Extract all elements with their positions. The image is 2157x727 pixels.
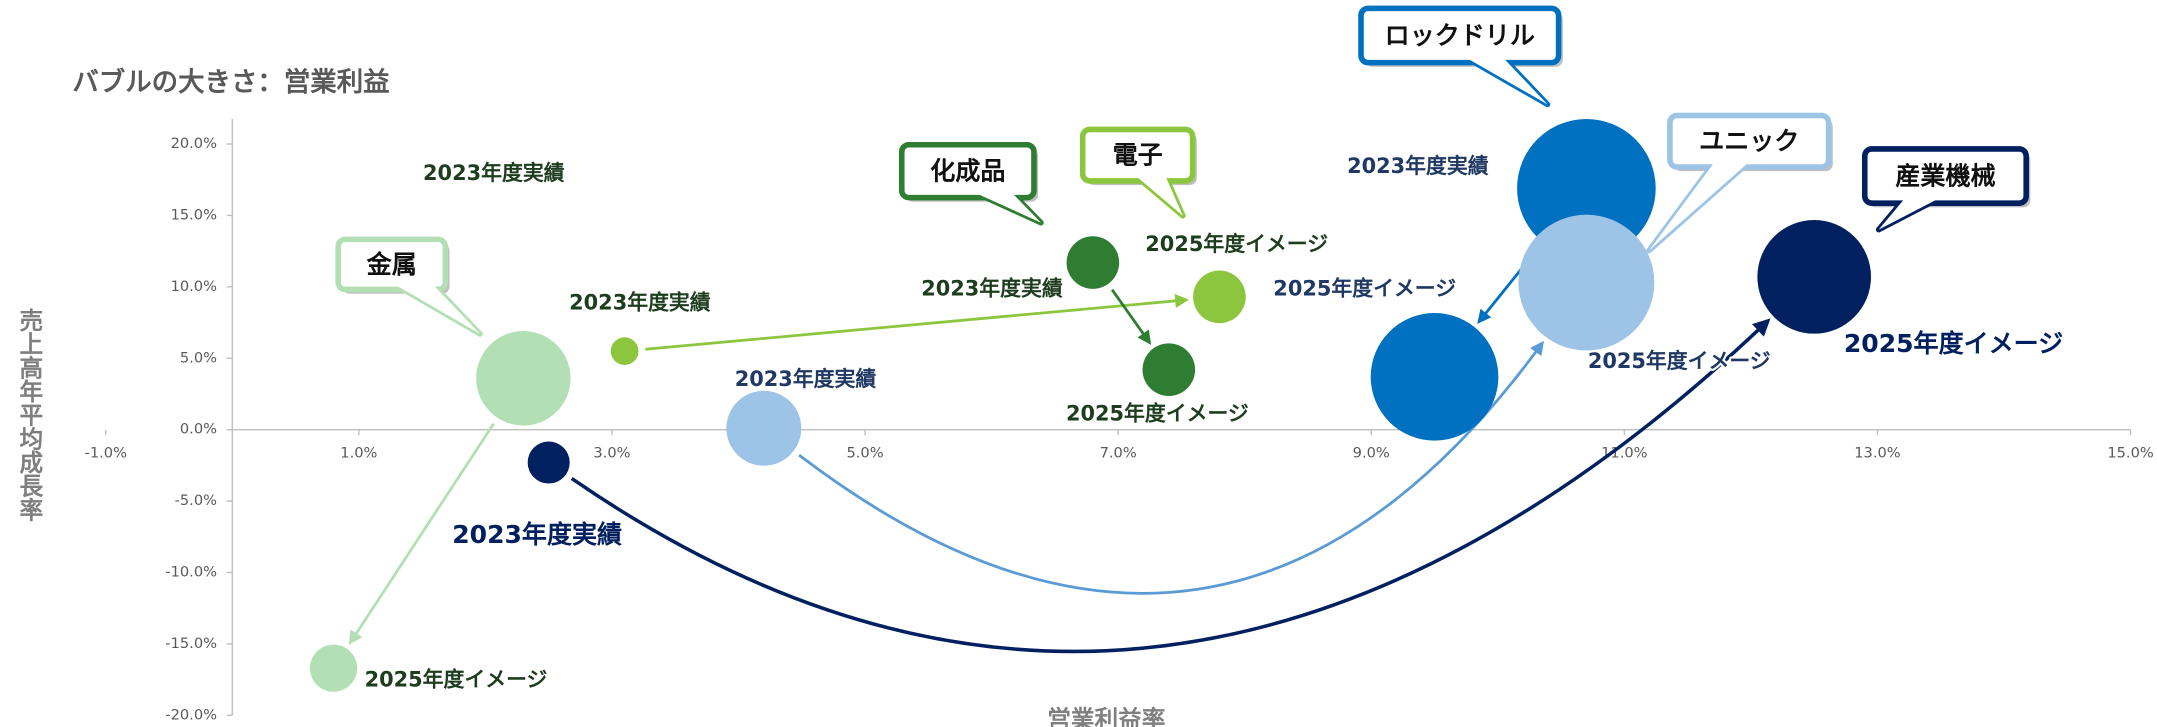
bubble	[1142, 343, 1196, 396]
callout-joint	[1878, 175, 1942, 230]
callout-box	[1861, 146, 2029, 206]
series-callout-label: ユニック	[1699, 127, 1799, 156]
y-tick-label: -15.0%	[165, 635, 217, 652]
y-tick-label: 0.0%	[180, 421, 217, 438]
x-tick-label: -1.0%	[85, 444, 128, 461]
series-callout-label: 電子	[1113, 141, 1163, 170]
y-tick-label: -5.0%	[175, 492, 218, 509]
y-tick-label: -10.0%	[165, 563, 217, 580]
point-label: 2025年度イメージ	[1145, 232, 1328, 256]
x-tick-label: 5.0%	[846, 444, 883, 461]
y-tick-label: 5.0%	[180, 349, 217, 366]
bubble	[309, 644, 358, 692]
bubble	[610, 337, 639, 365]
y-tick-label: -20.0%	[165, 706, 217, 723]
bubble	[527, 441, 570, 484]
callout-box	[1667, 112, 1832, 170]
change-arrow	[645, 293, 1190, 351]
x-tick-label: 7.0%	[1100, 444, 1137, 461]
series-callout-label: ロックドリル	[1385, 21, 1535, 50]
y-tick-label: 15.0%	[171, 206, 218, 223]
point-label: 2025年度イメージ	[1273, 276, 1456, 300]
x-axis-label: 営業利益率	[1047, 705, 1165, 727]
callout-joint	[972, 168, 1041, 223]
y-tick-label: 10.0%	[171, 278, 218, 295]
x-tick-label: 15.0%	[2107, 444, 2154, 461]
point-label: 2023年度実績	[423, 161, 565, 185]
change-arrow	[570, 318, 1771, 654]
point-label: 2023年度実績	[452, 520, 622, 549]
callout-joint	[394, 262, 481, 334]
point-label: 2025年度イメージ	[365, 668, 548, 692]
change-arrow	[1110, 288, 1152, 345]
bubble	[1757, 220, 1872, 334]
x-tick-label: 9.0%	[1353, 444, 1390, 461]
bubble	[1193, 270, 1246, 324]
callout-joint	[1464, 34, 1548, 105]
point-label: 2023年度実績	[921, 276, 1063, 300]
change-arrow	[348, 422, 495, 645]
callout-box	[1358, 5, 1562, 66]
point-label: 2023年度実績	[569, 290, 711, 314]
bubble	[1066, 236, 1120, 289]
callout-box	[1079, 126, 1196, 184]
x-tick-label: 3.0%	[593, 444, 630, 461]
series-callout-label: 金属	[366, 250, 417, 279]
point-label: 2023年度実績	[735, 367, 877, 391]
point-label: 2023年度実績	[1347, 154, 1489, 178]
bubble	[476, 331, 571, 426]
callout-joint	[1135, 159, 1183, 216]
change-arrow	[798, 340, 1544, 595]
point-label: 2025年度イメージ	[1844, 329, 2063, 358]
point-labels: 2023年度実績 2025年度イメージ 2023年度実績 2025年度イメージ 2023…	[363, 152, 2066, 694]
x-tick-label: 13.0%	[1854, 444, 1901, 461]
callout-joint	[1649, 143, 1750, 251]
bubble	[1518, 214, 1655, 351]
x-tick-label: 11.0%	[1601, 444, 1648, 461]
bubble	[1370, 313, 1499, 441]
series-callout-label: 産業機械	[1895, 161, 1995, 190]
bubble	[726, 390, 802, 466]
point-label: 2025年度イメージ	[1066, 402, 1249, 426]
chart-title: バブルの大きさ：営業利益	[72, 67, 389, 98]
x-tick-label: 1.0%	[340, 444, 377, 461]
series-callout-label: 化成品	[930, 157, 1005, 186]
point-label: 2025年度イメージ	[1588, 349, 1771, 373]
bubble	[1517, 119, 1656, 258]
arrows	[348, 246, 1771, 654]
bubbles	[309, 119, 1872, 692]
y-tick-label: 20.0%	[171, 135, 218, 152]
y-axis-label: 売上高年平均成長率	[15, 308, 43, 521]
